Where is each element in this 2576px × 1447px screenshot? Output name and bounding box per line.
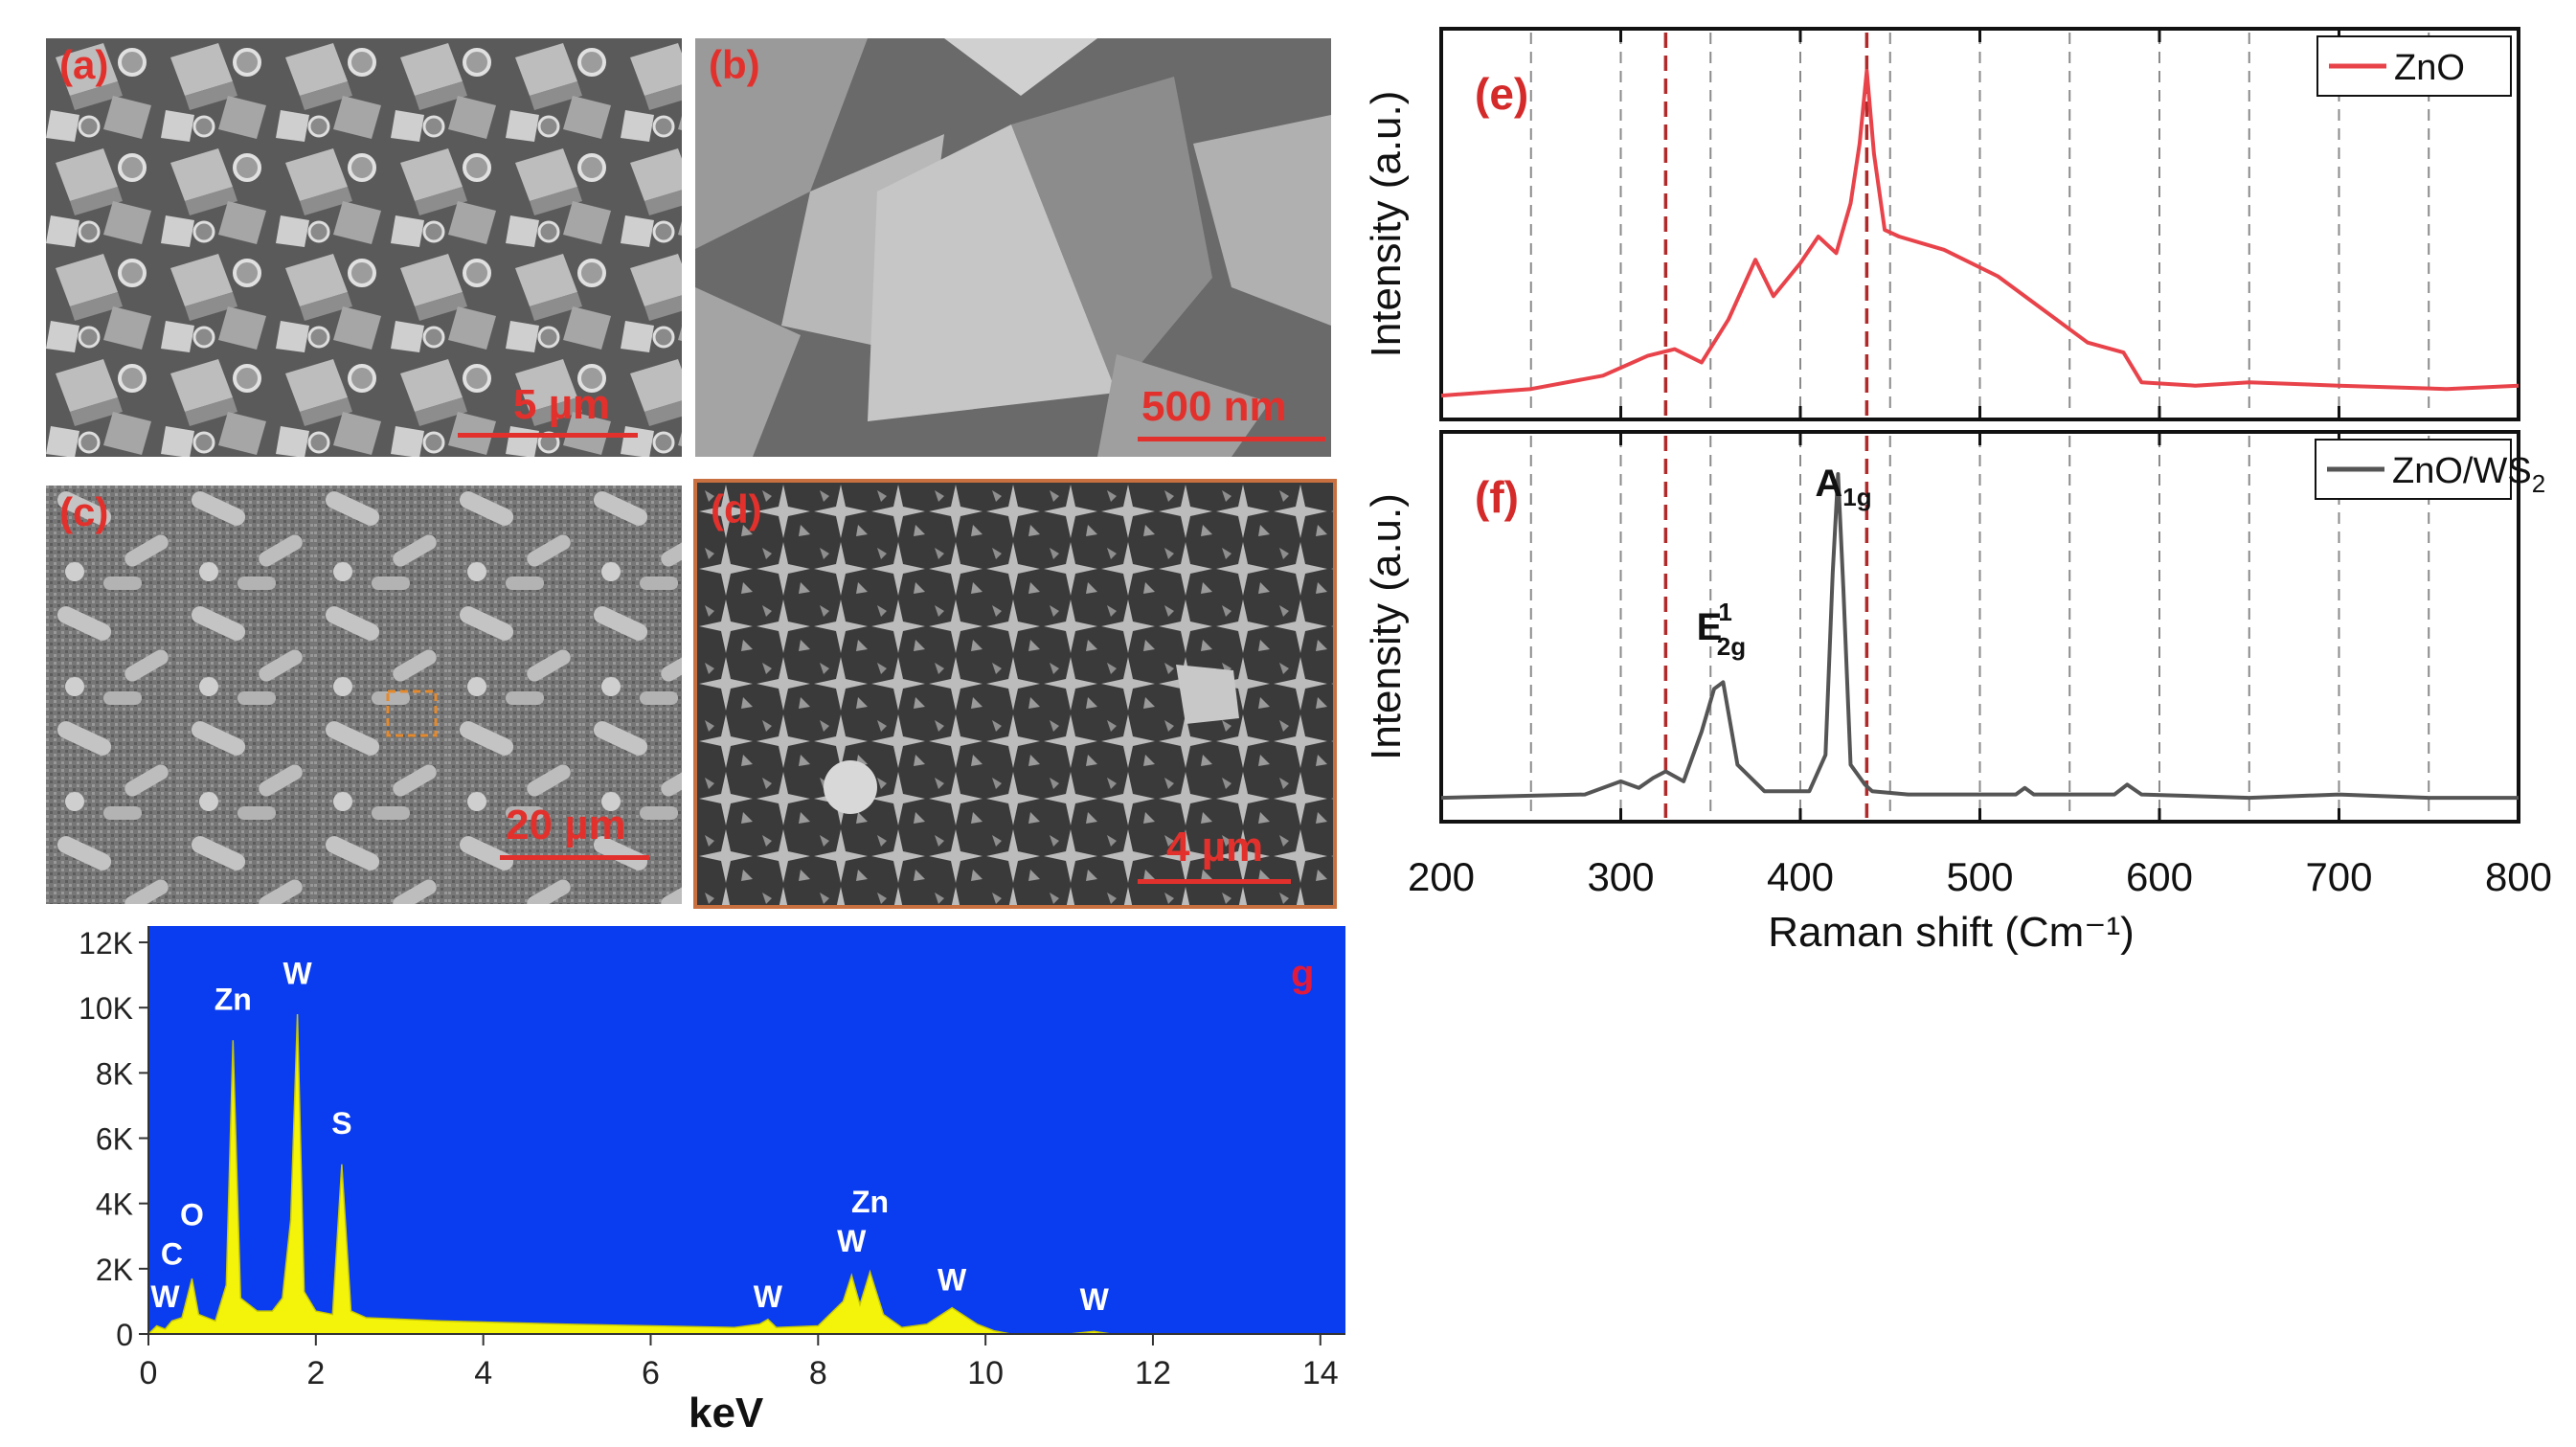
y-axis-label: Intensity (a.u.) [1363,493,1410,760]
y-tick-label: 12K [79,926,133,961]
annotation-subscript: 2g [1717,632,1746,661]
x-tick-label: 0 [140,1355,158,1391]
annotation-superscript: 1 [1718,598,1731,626]
scale-bar-b [1138,437,1325,441]
y-tick-label: 0 [116,1318,133,1352]
peak-label: W [754,1279,783,1314]
peak-label: W [1080,1282,1110,1317]
y-tick-label: 10K [79,991,133,1026]
x-tick-label: 4 [474,1355,492,1391]
scale-bar-text-b: 500 nm [1141,383,1287,430]
legend-label: ZnO [2394,48,2465,88]
y-tick-label: 4K [96,1187,133,1222]
x-tick-label: 200 [1408,854,1475,899]
peak-label: W [837,1224,867,1258]
panel-label: g [1291,953,1314,995]
peak-label: W [150,1279,180,1314]
legend-box [2316,35,2512,97]
hexagonal-rods-texture [46,38,682,457]
scale-bar-text-c: 20 µm [506,802,626,848]
x-tick-label: 300 [1587,854,1654,899]
legend-label: ZnO/WS2 [2392,451,2545,498]
y-tick-label: 2K [96,1253,133,1287]
peak-label: S [331,1106,351,1141]
annotation-base: A [1815,463,1842,505]
x-axis-label: keV [689,1390,764,1436]
y-tick-label: 6K [96,1122,133,1157]
sem-image-d: (d) 4 µm [693,479,1337,909]
panel-label: (e) [1475,69,1528,119]
nanosheet-texture [695,38,1331,457]
panel-label-b: (b) [709,42,760,87]
series-line-zno-ws2 [1440,472,2519,801]
sem-image-b: (b) 500 nm [695,38,1331,457]
x-tick-label: 800 [2485,854,2552,899]
plot-frame [1439,430,2520,824]
sem-image-a: (a) 5 µm [46,38,682,457]
scale-bar-text-d: 4 µm [1166,824,1264,870]
peak-label: Zn [851,1185,889,1219]
legend: ZnO [2316,35,2512,97]
flower-nanosheets-texture [697,483,1333,905]
x-axis-label: Raman shift (Cm⁻¹) [1768,909,2135,956]
peak-annotation: E1 2g [1697,598,1747,661]
legend-box [2315,439,2512,500]
raman-panel-e: (e) Intensity (a.u.) ZnO [1363,27,2520,421]
x-tick-label: 2 [306,1355,325,1391]
y-axis-label: Intensity (a.u.) [1363,91,1410,358]
peak-label: W [282,956,312,990]
spectrum-area [147,1013,1345,1335]
x-tick-label: 400 [1767,854,1834,899]
peak-annotation: A1g [1815,463,1871,511]
panel-label-a: (a) [59,42,109,87]
sem-image-c: (c) 20 µm [46,486,682,904]
x-tick-label: 600 [2126,854,2193,899]
plot-frame [1439,27,2520,421]
scale-bar-c [500,855,649,860]
x-tick-label: 10 [967,1355,1004,1391]
panel-label: (f) [1475,472,1519,522]
x-tick-label: 6 [642,1355,660,1391]
legend-label-text: ZnO [2394,48,2465,88]
eds-frame [36,921,1352,1447]
annotation-base: E [1697,606,1723,648]
peak-label: Zn [215,983,252,1017]
plot-background [148,926,1345,1334]
legend: ZnO/WS2 [2315,439,2545,500]
scale-bar-a [458,433,638,438]
peak-label: O [180,1198,204,1232]
x-tick-label: 12 [1135,1355,1171,1391]
peak-label: C [161,1236,183,1271]
panel-label-d: (d) [711,486,762,531]
annotation-subscript: 1g [1842,483,1871,511]
raman-panel-f: (f) Intensity (a.u.) ZnO/WS2 E1 2g A1g [1363,430,2545,824]
rods-on-film-texture [46,486,682,904]
x-tick-label: 500 [1946,854,2013,899]
scale-bar-text-a: 5 µm [513,381,611,428]
legend-label-text: ZnO/WS [2392,451,2532,491]
x-tick-label: 700 [2305,854,2372,899]
panel-label-c: (c) [59,489,109,534]
x-tick-label: 8 [809,1355,827,1391]
y-tick-label: 8K [96,1056,133,1091]
peak-label: W [938,1263,967,1298]
x-tick-label: 14 [1302,1355,1339,1391]
scale-bar-d [1138,879,1291,884]
series-line-zno [1440,69,2520,398]
legend-label-subscript: 2 [2532,469,2545,498]
